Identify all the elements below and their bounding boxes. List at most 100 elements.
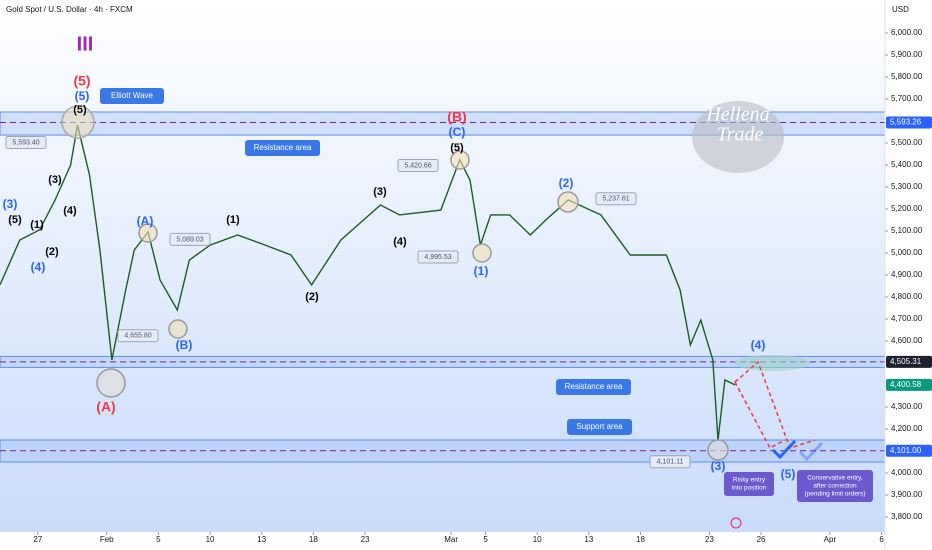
pivot-circle bbox=[707, 439, 729, 461]
note: Resistance area bbox=[254, 143, 312, 152]
wave-label: (4) bbox=[63, 205, 77, 217]
markers bbox=[61, 105, 824, 462]
currency: USD bbox=[892, 5, 909, 14]
y-tick-label: 4,300.00 bbox=[891, 402, 923, 411]
y-tick-label: 5,000.00 bbox=[891, 248, 923, 257]
watermark: Trade bbox=[717, 124, 764, 146]
x-tick-label: 6 bbox=[879, 535, 884, 544]
x-tick-label: 13 bbox=[257, 535, 266, 544]
wave-label: (5) bbox=[73, 73, 90, 89]
x-tick-label: 18 bbox=[636, 535, 645, 544]
note: Resistance area bbox=[565, 382, 623, 391]
price-marker-label: 4,505.31 bbox=[890, 357, 922, 366]
wave-label: (5) bbox=[75, 89, 90, 103]
price-callout bbox=[5, 135, 47, 149]
target-zone bbox=[734, 355, 810, 371]
price-callout-label: 5,593.40 bbox=[12, 139, 39, 146]
y-tick-label: 5,300.00 bbox=[891, 182, 923, 191]
price-callout bbox=[169, 232, 211, 246]
y-tick-label: 5,400.00 bbox=[891, 160, 923, 169]
x-tick-label: 26 bbox=[757, 535, 766, 544]
x-tick-label: 5 bbox=[483, 535, 488, 544]
wave-label: (2) bbox=[559, 176, 574, 190]
note-box bbox=[245, 140, 320, 156]
entry-note: into position bbox=[732, 485, 767, 492]
wave-label: (5) bbox=[73, 104, 87, 116]
x-tick-label: Feb bbox=[100, 535, 114, 544]
check-mark bbox=[798, 441, 824, 462]
note-box bbox=[567, 419, 632, 435]
projection bbox=[734, 381, 786, 450]
y-tick-label: 5,800.00 bbox=[891, 72, 923, 81]
projection bbox=[734, 360, 816, 449]
y-tick-label: 4,900.00 bbox=[891, 270, 923, 279]
check-mark bbox=[771, 439, 797, 460]
price-marker-label: 5,593.26 bbox=[890, 118, 922, 127]
price-callout-label: 5,420.66 bbox=[404, 162, 431, 169]
x-tick-label: Apr bbox=[824, 535, 837, 544]
x-tick-label: 18 bbox=[309, 535, 318, 544]
y-tick-label: 6,000.00 bbox=[891, 28, 923, 37]
price-marker-label: 4,101.00 bbox=[890, 446, 922, 455]
y-tick-label: 4,800.00 bbox=[891, 292, 923, 301]
x-tick-label: 27 bbox=[33, 535, 42, 544]
price-callout-label: 4,655.80 bbox=[124, 333, 151, 340]
wave-label: (2) bbox=[305, 291, 319, 303]
y-tick-label: 4,600.00 bbox=[891, 336, 923, 345]
y-tick-label: 3,900.00 bbox=[891, 490, 923, 499]
wave-label: (3) bbox=[3, 197, 18, 211]
wave-label: (1) bbox=[474, 264, 489, 278]
note: Support area bbox=[576, 422, 623, 431]
y-tick-label: 5,700.00 bbox=[891, 94, 923, 103]
y-tick-label: 5,100.00 bbox=[891, 226, 923, 235]
time-axis bbox=[0, 532, 932, 550]
price-axis bbox=[885, 0, 932, 550]
pivot-circle bbox=[450, 150, 470, 170]
entry-note: (pending limit orders) bbox=[804, 491, 865, 498]
wave-label: (2) bbox=[45, 246, 59, 258]
price-marker bbox=[886, 378, 932, 391]
price-marker bbox=[886, 444, 932, 457]
y-tick-label: 5,900.00 bbox=[891, 50, 923, 59]
price-callout-label: 5,089.03 bbox=[176, 236, 203, 243]
pivot-circle bbox=[557, 191, 579, 213]
wave-label: (B) bbox=[447, 109, 466, 125]
x-tick-label: 10 bbox=[533, 535, 542, 544]
wave-label: (A) bbox=[137, 214, 154, 228]
entry-note: Risky entry bbox=[733, 477, 766, 484]
watermark: Hellena bbox=[705, 104, 769, 126]
pivot-circle bbox=[96, 368, 126, 398]
pivot-circle bbox=[138, 223, 158, 243]
y-tick-label: 5,500.00 bbox=[891, 138, 923, 147]
wave-label: (3) bbox=[48, 174, 62, 186]
price-callout bbox=[595, 192, 637, 206]
wave-label: (4) bbox=[751, 338, 766, 352]
wave-label: (1) bbox=[226, 214, 240, 226]
x-tick-label: 10 bbox=[206, 535, 215, 544]
pivot-circle bbox=[472, 243, 492, 263]
wave-label: (B) bbox=[176, 338, 193, 352]
price-marker bbox=[886, 116, 932, 129]
y-tick-label: 4,200.00 bbox=[891, 424, 923, 433]
wave-label: (5) bbox=[450, 142, 464, 154]
wave-label: III bbox=[77, 33, 94, 55]
price-callout bbox=[117, 329, 159, 343]
wave-label: (3) bbox=[373, 186, 387, 198]
wave-label: (1) bbox=[30, 219, 44, 231]
event-icon bbox=[730, 517, 742, 529]
price-callout-label: 4,101.11 bbox=[657, 459, 684, 466]
wave-label: (5) bbox=[8, 214, 22, 226]
x-tick-label: Mar bbox=[444, 535, 458, 544]
entry-box bbox=[724, 472, 774, 496]
note-box bbox=[556, 379, 631, 395]
watermark-badge bbox=[692, 101, 784, 173]
note-box bbox=[100, 88, 164, 104]
price-callout-label: 5,237.61 bbox=[602, 196, 629, 203]
y-tick-label: 3,800.00 bbox=[891, 512, 923, 521]
wave-label: (C) bbox=[449, 125, 466, 139]
x-tick-label: 13 bbox=[584, 535, 593, 544]
y-tick-label: 5,200.00 bbox=[891, 204, 923, 213]
x-tick-label: 23 bbox=[361, 535, 370, 544]
wave-label: (5) bbox=[781, 467, 796, 481]
price-callout bbox=[417, 250, 459, 264]
